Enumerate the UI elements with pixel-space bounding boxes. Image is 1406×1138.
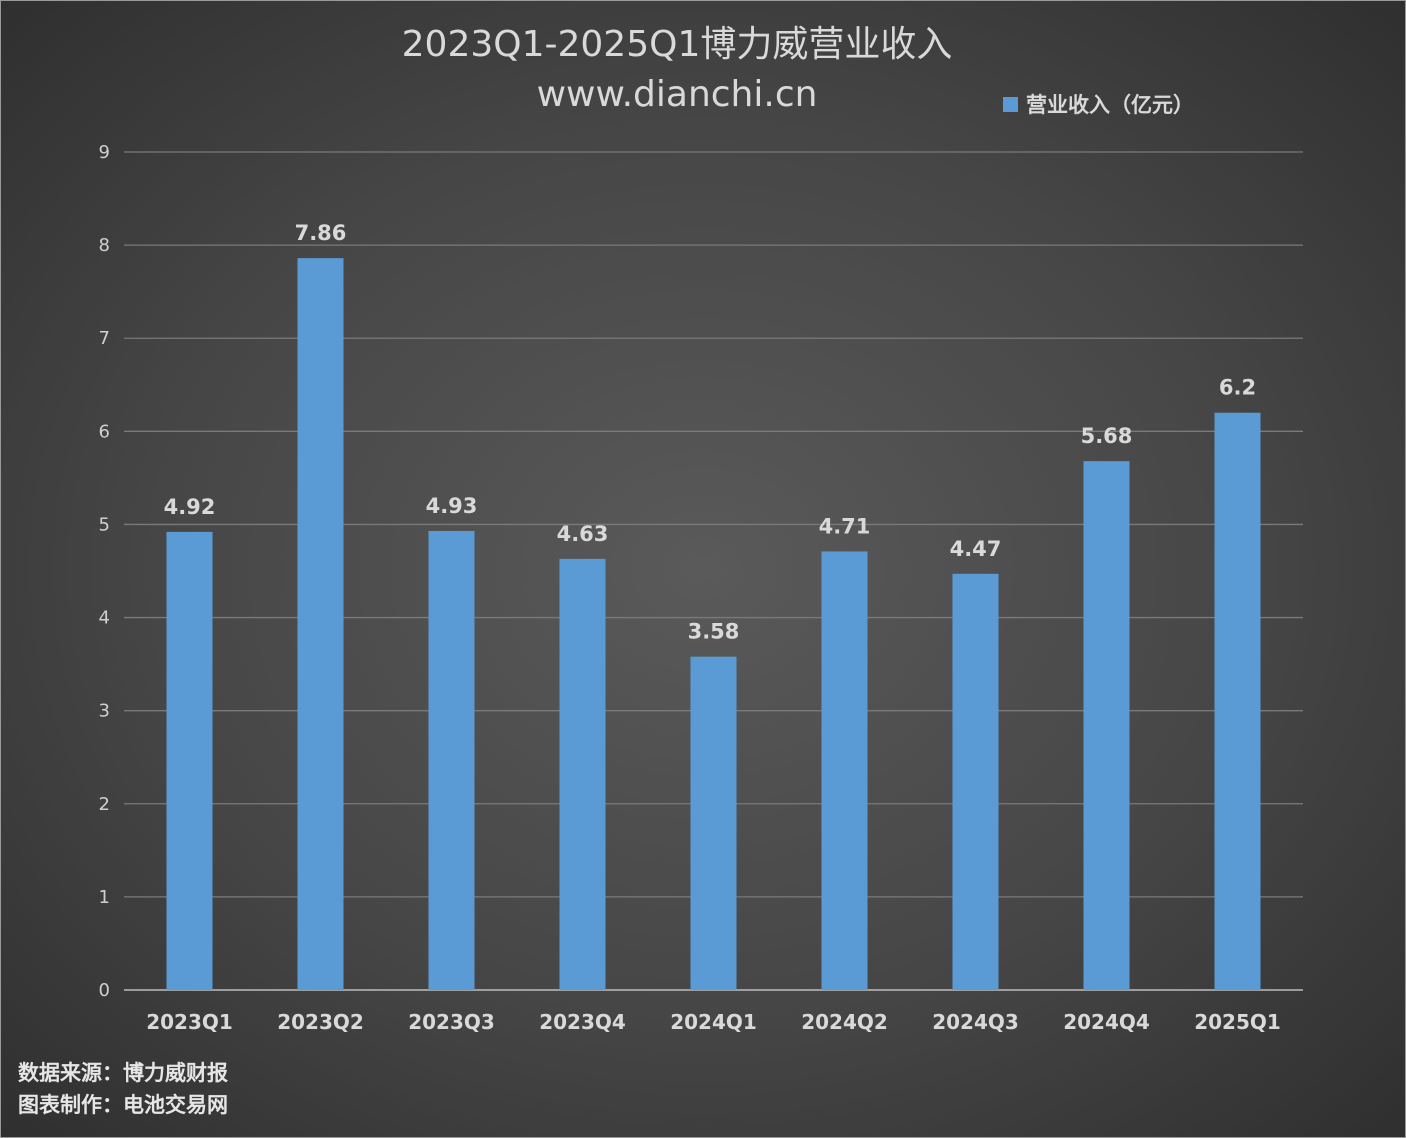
data-label: 4.93	[426, 494, 478, 518]
y-tick-label: 4	[99, 608, 110, 629]
x-tick-label: 2024Q2	[801, 1010, 888, 1034]
y-tick-label: 6	[99, 421, 110, 442]
bar	[297, 258, 344, 990]
data-label: 4.71	[819, 514, 871, 538]
legend-swatch	[1003, 96, 1018, 112]
x-tick-label: 2023Q1	[146, 1010, 233, 1034]
chart-subtitle: www.dianchi.cn	[536, 74, 818, 115]
y-tick-label: 9	[99, 142, 110, 163]
y-tick-label: 2	[99, 794, 110, 815]
y-tick-label: 0	[99, 980, 110, 1001]
data-label: 3.58	[688, 620, 740, 644]
bar	[1083, 461, 1130, 990]
y-tick-label: 5	[99, 514, 110, 535]
x-tick-label: 2024Q4	[1063, 1010, 1150, 1034]
data-label: 6.2	[1219, 376, 1256, 400]
bar	[1214, 412, 1261, 990]
source-note: 数据来源：博力威财报	[18, 1061, 228, 1085]
legend: 营业收入（亿元）	[1003, 89, 1194, 119]
x-tick-label: 2024Q1	[670, 1010, 757, 1034]
chart-title: 2023Q1-2025Q1博力威营业收入	[401, 24, 953, 65]
data-label: 5.68	[1081, 424, 1133, 448]
producer-note: 图表制作：电池交易网	[18, 1093, 228, 1117]
x-tick-label: 2023Q4	[539, 1010, 626, 1034]
x-tick-label: 2023Q2	[277, 1010, 364, 1034]
y-tick-label: 7	[99, 328, 110, 349]
data-label: 4.92	[164, 495, 216, 519]
legend-label: 营业收入（亿元）	[1026, 93, 1194, 117]
data-label: 4.63	[557, 522, 609, 546]
x-tick-label: 2023Q3	[408, 1010, 495, 1034]
y-tick-label: 1	[99, 887, 110, 908]
bar	[559, 558, 606, 990]
x-tick-label: 2025Q1	[1194, 1010, 1281, 1034]
bar	[821, 551, 868, 990]
x-tick-label: 2024Q3	[932, 1010, 1019, 1034]
bar	[428, 530, 475, 990]
y-tick-label: 3	[99, 701, 110, 722]
bar	[952, 573, 999, 990]
bar	[166, 531, 213, 990]
data-label: 4.47	[950, 537, 1002, 561]
data-label: 7.86	[295, 221, 347, 245]
bar	[690, 656, 737, 990]
y-tick-label: 8	[99, 235, 110, 256]
